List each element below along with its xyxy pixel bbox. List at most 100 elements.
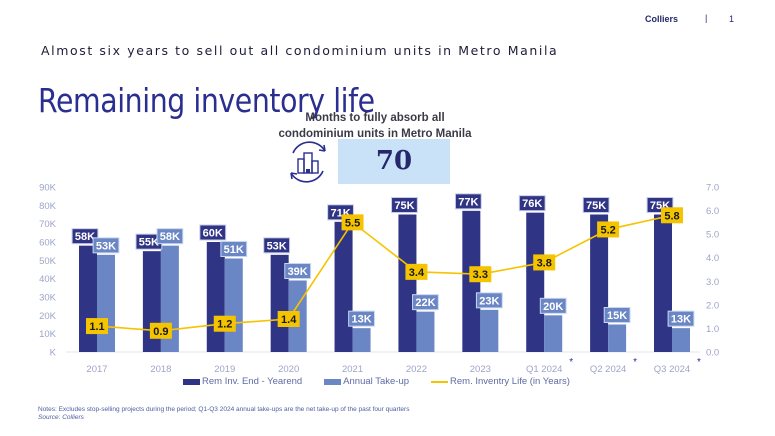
y-tick-label: 70K	[39, 219, 57, 230]
bar-rem-inv	[79, 245, 97, 352]
brand-name: Colliers	[645, 14, 679, 24]
data-label-inv-life-box	[341, 214, 364, 231]
x-tick-label: Q1 2024	[526, 364, 562, 375]
bar-take-up	[352, 328, 371, 352]
data-label-inv-life: 3.8	[537, 257, 552, 269]
page-number: 1	[729, 14, 735, 24]
y-tick-label: 90K	[39, 183, 57, 194]
x-tick-label: 2018	[150, 364, 171, 375]
page-title: Remaining inventory life	[38, 81, 375, 121]
bar-take-up	[97, 254, 115, 352]
data-label-inv-life-box	[661, 207, 683, 224]
data-label-take-up-box	[156, 228, 184, 245]
y-tick-label: 40K	[39, 274, 57, 285]
line-inv-life	[96, 214, 673, 332]
data-label-inv-life-box	[149, 322, 172, 339]
header-separator: |	[705, 13, 708, 23]
y2-tick-label: 0.0	[706, 348, 719, 359]
data-label-take-up-box	[284, 263, 312, 279]
data-label-take-up: 13K	[351, 314, 371, 326]
data-label-take-up-box	[412, 294, 439, 311]
data-label-rem-inv: 60K	[203, 228, 223, 240]
data-label-inv-life-box	[405, 263, 428, 280]
x-tick-label: 2021	[342, 364, 363, 375]
kpi-caption: Months to fully absorb all condominium u…	[255, 110, 495, 142]
x-tick-label: Q3 2024	[654, 364, 690, 375]
x-tick-label: 2023	[470, 364, 491, 375]
data-label-inv-life: 5.8	[664, 210, 679, 222]
data-label-rem-inv-box	[391, 197, 418, 213]
data-label-rem-inv: 58K	[75, 231, 95, 243]
asterisk-marker: *	[633, 357, 637, 368]
bar-rem-inv	[334, 221, 353, 352]
y2-tick-label: 2.0	[706, 300, 719, 311]
y-tick-label: K	[50, 348, 57, 359]
data-label-inv-life-box	[597, 221, 620, 238]
y2-tick-label: 1.0	[706, 324, 719, 335]
y2-tick-label: 6.0	[706, 206, 719, 217]
data-label-inv-life-box	[213, 315, 236, 332]
data-label-rem-inv-box	[518, 195, 546, 212]
data-label-inv-life: 0.9	[153, 326, 168, 338]
y-tick-label: 50K	[39, 256, 57, 267]
chart-legend: Rem Inv. End - Yearend Annual Take-up Re…	[183, 376, 570, 387]
data-label-rem-inv-box	[454, 193, 482, 210]
bar-take-up	[224, 258, 243, 352]
data-label-take-up-box	[220, 241, 248, 257]
data-label-take-up: 51K	[224, 244, 244, 256]
data-label-take-up: 22K	[415, 297, 435, 309]
data-label-take-up: 58K	[160, 231, 180, 243]
data-label-take-up: 53K	[96, 240, 116, 252]
data-label-rem-inv: 53K	[267, 240, 287, 252]
notes: Notes: Excludes stop-selling projects du…	[38, 406, 409, 422]
legend-swatch-dark	[183, 378, 200, 385]
bar-rem-inv	[270, 254, 289, 352]
data-label-take-up-box	[475, 292, 503, 309]
x-tick-label: 2020	[278, 364, 299, 375]
bar-rem-inv	[398, 214, 417, 352]
asterisk-marker: *	[569, 357, 573, 368]
x-tick-label: Q2 2024	[590, 364, 626, 375]
bar-rem-inv	[526, 212, 545, 352]
data-label-take-up: 39K	[288, 266, 308, 278]
data-label-inv-life-box	[277, 311, 300, 327]
data-label-take-up: 23K	[479, 295, 499, 307]
kpi-caption-line1: Months to fully absorb all	[305, 112, 445, 124]
bar-take-up	[608, 324, 627, 352]
y-tick-label: 60K	[39, 238, 57, 249]
y2-tick-label: 5.0	[706, 230, 719, 241]
page-subtitle: Almost six years to sell out all condomi…	[41, 43, 559, 58]
x-tick-label: 2019	[214, 364, 235, 375]
data-label-take-up-box	[667, 310, 695, 327]
cycle-buildings-icon	[290, 141, 326, 183]
x-tick-label: 2022	[406, 364, 427, 375]
bar-rem-inv	[654, 214, 672, 352]
legend-item-inv-life: Rem. Inventry Life (in Years)	[431, 376, 570, 387]
legend-label-inv-life: Rem. Inventry Life (in Years)	[450, 376, 570, 387]
data-label-inv-life: 1.1	[89, 321, 104, 333]
kpi-value: 70	[338, 139, 450, 184]
legend-item-take-up: Annual Take-up	[324, 376, 409, 387]
data-label-inv-life-box	[86, 318, 108, 335]
y2-tick-label: 7.0	[706, 183, 719, 194]
data-label-inv-life-box	[533, 254, 556, 271]
notes-text: Notes: Excludes stop-selling projects du…	[38, 406, 410, 413]
legend-label-take-up: Annual Take-up	[343, 376, 410, 387]
data-label-inv-life: 3.4	[409, 267, 425, 279]
legend-label-rem-inv: Rem Inv. End - Yearend	[202, 376, 303, 387]
data-label-inv-life: 3.3	[473, 269, 488, 281]
legend-item-rem-inv: Rem Inv. End - Yearend	[183, 376, 302, 387]
source-text: Source: Colliers	[38, 414, 84, 421]
data-label-rem-inv-box	[263, 237, 291, 254]
data-label-rem-inv: 75K	[586, 200, 606, 212]
y-tick-label: 10K	[39, 329, 57, 340]
y-tick-label: 80K	[39, 201, 57, 212]
bar-take-up	[672, 328, 690, 352]
data-label-rem-inv-box	[582, 197, 610, 213]
bar-rem-inv	[590, 214, 609, 352]
kpi-caption-line2: condominium units in Metro Manila	[278, 128, 472, 140]
legend-swatch-line	[431, 380, 449, 383]
bar-rem-inv	[206, 242, 225, 352]
data-label-take-up: 13K	[671, 314, 691, 326]
